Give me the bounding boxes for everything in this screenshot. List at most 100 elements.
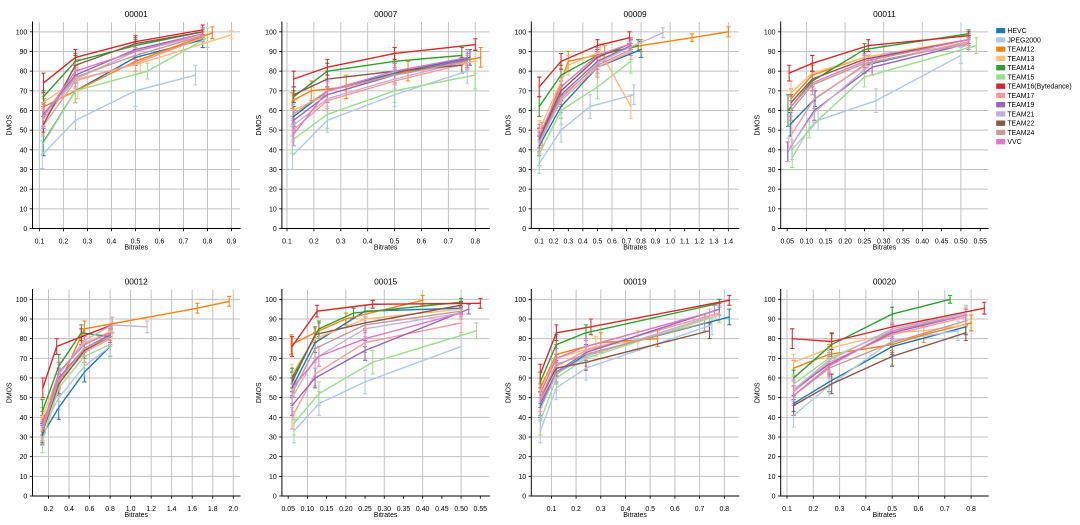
svg-text:1.6: 1.6 — [187, 506, 197, 513]
svg-text:0.55: 0.55 — [973, 239, 987, 246]
svg-text:0: 0 — [273, 226, 277, 233]
svg-text:00019: 00019 — [623, 276, 647, 286]
svg-text:50: 50 — [269, 395, 277, 402]
svg-text:0.3: 0.3 — [83, 239, 93, 246]
svg-text:Bitrates: Bitrates — [623, 512, 647, 519]
svg-text:0.8: 0.8 — [719, 506, 729, 513]
svg-text:70: 70 — [768, 356, 776, 363]
svg-text:00007: 00007 — [374, 9, 398, 19]
svg-text:0.15: 0.15 — [819, 239, 833, 246]
svg-text:0.4: 0.4 — [621, 506, 631, 513]
svg-text:00015: 00015 — [374, 276, 398, 286]
svg-text:Bitrates: Bitrates — [873, 245, 897, 252]
svg-text:40: 40 — [768, 415, 776, 422]
svg-text:30: 30 — [768, 167, 776, 174]
svg-text:100: 100 — [764, 297, 776, 304]
svg-text:10: 10 — [518, 474, 526, 481]
svg-text:JPEG2000: JPEG2000 — [1007, 37, 1041, 44]
svg-text:1.8: 1.8 — [208, 506, 218, 513]
svg-text:30: 30 — [518, 435, 526, 442]
svg-text:0.45: 0.45 — [935, 239, 949, 246]
svg-text:30: 30 — [269, 167, 277, 174]
svg-text:0.40: 0.40 — [416, 506, 430, 513]
svg-text:0.6: 0.6 — [85, 506, 95, 513]
svg-text:0.4: 0.4 — [363, 239, 373, 246]
svg-text:TEAM14: TEAM14 — [1007, 65, 1034, 72]
svg-text:0.40: 0.40 — [916, 239, 930, 246]
svg-text:0.4: 0.4 — [578, 239, 588, 246]
svg-text:0.05: 0.05 — [780, 239, 794, 246]
svg-text:100: 100 — [16, 29, 28, 36]
svg-text:0.50: 0.50 — [454, 506, 468, 513]
svg-text:100: 100 — [265, 29, 277, 36]
svg-text:70: 70 — [269, 356, 277, 363]
svg-text:0.2: 0.2 — [44, 506, 54, 513]
svg-text:0: 0 — [772, 226, 776, 233]
svg-text:0.30: 0.30 — [377, 506, 391, 513]
svg-text:90: 90 — [768, 49, 776, 56]
svg-text:20: 20 — [269, 454, 277, 461]
svg-text:0.3: 0.3 — [563, 239, 573, 246]
svg-text:TEAM24: TEAM24 — [1007, 130, 1034, 137]
svg-text:20: 20 — [768, 454, 776, 461]
svg-text:80: 80 — [20, 69, 28, 76]
svg-text:1.0: 1.0 — [126, 506, 136, 513]
svg-text:0.7: 0.7 — [444, 239, 454, 246]
svg-text:Bitrates: Bitrates — [873, 512, 897, 519]
svg-text:0.1: 0.1 — [547, 506, 557, 513]
svg-text:0.1: 0.1 — [35, 239, 45, 246]
svg-text:Bitrates: Bitrates — [124, 512, 148, 519]
svg-text:0.20: 0.20 — [838, 239, 852, 246]
svg-text:80: 80 — [20, 336, 28, 343]
svg-text:90: 90 — [518, 317, 526, 324]
svg-text:70: 70 — [518, 356, 526, 363]
svg-text:0.55: 0.55 — [474, 506, 488, 513]
svg-text:HEVC: HEVC — [1007, 28, 1026, 35]
svg-text:30: 30 — [20, 435, 28, 442]
svg-text:TEAM13: TEAM13 — [1007, 56, 1034, 63]
svg-text:0.35: 0.35 — [397, 506, 411, 513]
svg-text:0.7: 0.7 — [622, 239, 632, 246]
svg-text:00009: 00009 — [623, 9, 647, 19]
svg-text:DMOS: DMOS — [505, 114, 512, 135]
svg-text:70: 70 — [20, 88, 28, 95]
svg-text:90: 90 — [269, 49, 277, 56]
svg-text:0.8: 0.8 — [203, 239, 213, 246]
svg-text:0.10: 0.10 — [301, 506, 315, 513]
svg-text:0.6: 0.6 — [607, 239, 617, 246]
svg-text:0.25: 0.25 — [858, 239, 872, 246]
svg-text:50: 50 — [269, 128, 277, 135]
svg-text:80: 80 — [269, 336, 277, 343]
svg-text:0.15: 0.15 — [320, 506, 334, 513]
svg-text:0.2: 0.2 — [59, 239, 69, 246]
svg-text:0.7: 0.7 — [179, 239, 189, 246]
svg-text:60: 60 — [20, 108, 28, 115]
svg-text:100: 100 — [515, 297, 527, 304]
svg-text:Bitrates: Bitrates — [124, 245, 148, 252]
svg-text:DMOS: DMOS — [505, 382, 512, 403]
svg-text:0.2: 0.2 — [549, 239, 559, 246]
svg-text:0.6: 0.6 — [417, 239, 427, 246]
svg-text:00012: 00012 — [125, 276, 149, 286]
svg-text:TEAM19: TEAM19 — [1007, 102, 1034, 109]
svg-text:00020: 00020 — [873, 276, 897, 286]
svg-text:DMOS: DMOS — [256, 382, 263, 403]
svg-text:1.1: 1.1 — [680, 239, 690, 246]
svg-text:0.3: 0.3 — [596, 506, 606, 513]
svg-text:10: 10 — [768, 474, 776, 481]
svg-text:DMOS: DMOS — [6, 114, 13, 135]
svg-text:1.4: 1.4 — [167, 506, 177, 513]
svg-text:1.2: 1.2 — [146, 506, 156, 513]
svg-text:70: 70 — [269, 88, 277, 95]
svg-text:0.8: 0.8 — [636, 239, 646, 246]
svg-text:0.2: 0.2 — [808, 506, 818, 513]
svg-text:60: 60 — [269, 376, 277, 383]
svg-text:TEAM15: TEAM15 — [1007, 74, 1034, 81]
svg-text:60: 60 — [518, 376, 526, 383]
svg-text:1.4: 1.4 — [724, 239, 734, 246]
svg-text:20: 20 — [518, 454, 526, 461]
svg-text:40: 40 — [269, 147, 277, 154]
svg-text:0.8: 0.8 — [105, 506, 115, 513]
svg-text:100: 100 — [764, 29, 776, 36]
svg-text:30: 30 — [518, 167, 526, 174]
